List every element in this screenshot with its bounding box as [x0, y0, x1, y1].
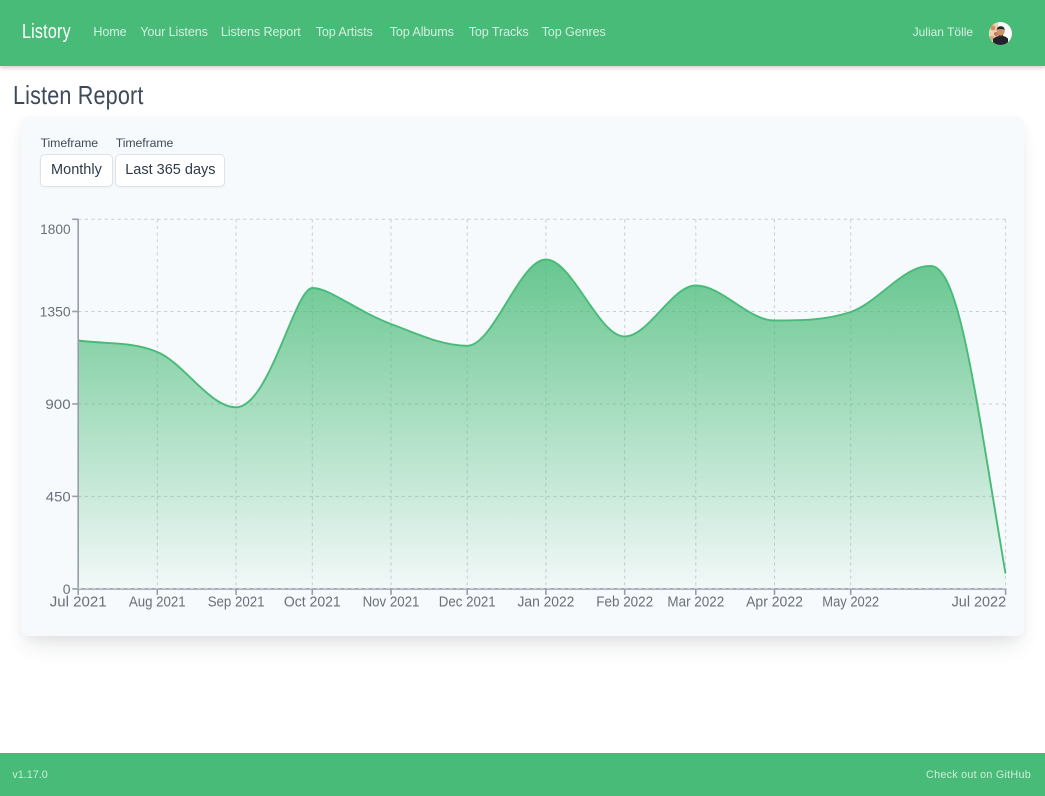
svg-text:Feb 2022: Feb 2022: [596, 595, 653, 611]
svg-text:Sep 2021: Sep 2021: [208, 595, 265, 611]
svg-text:Oct 2021: Oct 2021: [284, 595, 341, 611]
svg-text:0: 0: [63, 581, 71, 597]
svg-text:Jul 2022: Jul 2022: [952, 595, 1007, 611]
svg-text:1350: 1350: [40, 304, 71, 320]
svg-text:1800: 1800: [40, 221, 71, 237]
svg-text:Aug 2021: Aug 2021: [129, 595, 186, 611]
svg-text:900: 900: [45, 396, 70, 412]
svg-text:Jan 2022: Jan 2022: [518, 595, 575, 611]
svg-text:Apr 2022: Apr 2022: [746, 595, 803, 611]
svg-text:450: 450: [46, 489, 71, 505]
svg-text:Mar 2022: Mar 2022: [667, 595, 724, 611]
svg-text:May 2022: May 2022: [822, 595, 879, 611]
svg-text:Jul 2021: Jul 2021: [50, 595, 107, 611]
svg-text:Nov 2021: Nov 2021: [363, 595, 420, 611]
svg-text:Dec 2021: Dec 2021: [439, 595, 496, 611]
